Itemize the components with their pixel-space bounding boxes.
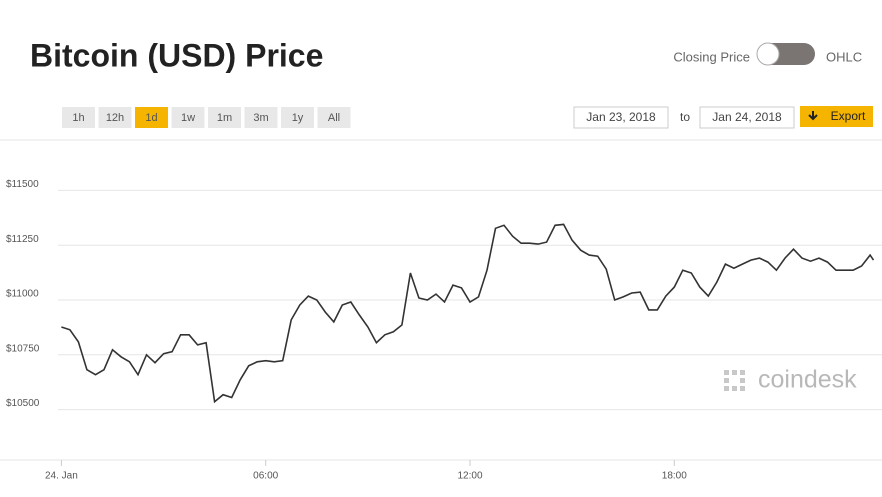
range-button-label: 1w — [181, 112, 195, 124]
range-button-bg — [208, 107, 241, 128]
date-from-box[interactable] — [573, 106, 669, 129]
watermark: coindesk — [724, 366, 857, 394]
range-button-bg — [171, 107, 205, 128]
date-to-box[interactable] — [699, 106, 795, 129]
range-button-label: 12h — [106, 112, 124, 124]
y-tick-label: $11500 — [6, 179, 39, 190]
price-line — [61, 223, 875, 404]
toggle-knob — [756, 42, 780, 66]
range-button-bg — [62, 107, 95, 128]
range-button-bg — [317, 107, 351, 128]
y-tick-label: $10500 — [6, 398, 40, 409]
range-button[interactable]: 3m — [244, 107, 278, 128]
range-button[interactable]: 1h — [62, 107, 95, 128]
date-to: Jan 24, 2018 — [712, 110, 782, 124]
y-tick-label: $11250 — [6, 234, 39, 245]
range-button-bg — [244, 107, 278, 128]
y-tick-label: $11000 — [6, 289, 39, 300]
range-button[interactable]: 1m — [208, 107, 241, 128]
chart-title: Bitcoin (USD) Price — [30, 37, 323, 73]
range-button-bg — [281, 107, 314, 128]
x-tick-label: 12:00 — [457, 471, 482, 482]
range-button[interactable]: 12h — [98, 107, 132, 128]
date-separator: to — [680, 110, 690, 124]
toggle-left: Closing Price — [673, 49, 750, 64]
x-tick-label: 24. Jan — [45, 471, 78, 482]
range-button-label: 3m — [253, 112, 268, 124]
range-button[interactable]: 1d — [135, 107, 168, 128]
export-icon — [808, 111, 818, 121]
x-tick-label: 06:00 — [253, 471, 278, 482]
watermark-text: coindesk — [758, 366, 857, 394]
date-from: Jan 23, 2018 — [586, 110, 656, 124]
range-button-bg — [135, 107, 168, 128]
range-button[interactable]: 1y — [281, 107, 314, 128]
range-button-label: 1h — [72, 112, 84, 124]
range-button[interactable]: All — [317, 107, 351, 128]
range-button-bg — [98, 107, 132, 128]
export-label: Export — [831, 109, 866, 123]
y-tick-label: $10750 — [6, 343, 40, 354]
x-tick-label: 18:00 — [662, 471, 687, 482]
range-button[interactable]: 1w — [171, 107, 205, 128]
range-button-label: 1y — [292, 112, 304, 124]
toggle-right: OHLC — [826, 49, 862, 64]
export-button[interactable] — [800, 106, 873, 127]
range-button-label: 1d — [145, 112, 157, 124]
range-button-label: All — [328, 112, 340, 124]
range-button-label: 1m — [217, 112, 232, 124]
